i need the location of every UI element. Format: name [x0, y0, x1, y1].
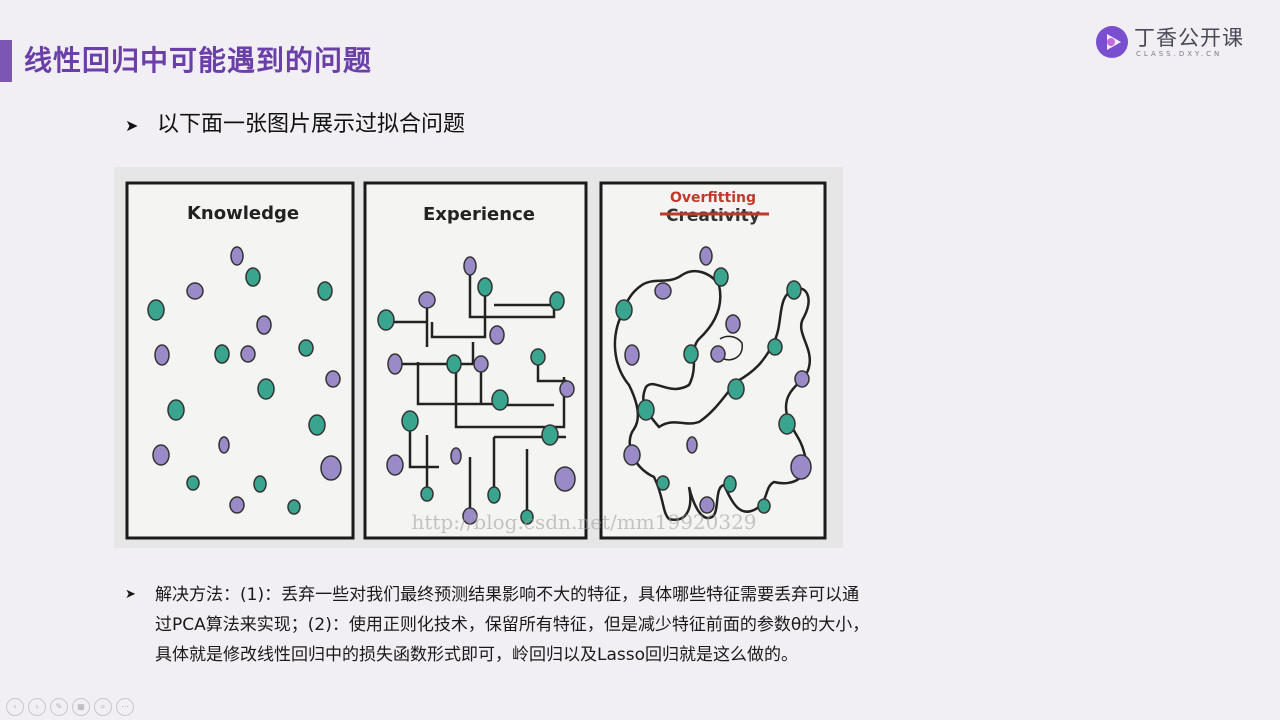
panel-knowledge-label: Knowledge	[187, 203, 299, 224]
slides-icon[interactable]: ▦	[72, 698, 90, 716]
knowledge-dots	[147, 246, 342, 515]
experience-dots	[377, 256, 576, 525]
slideshow-toolbar: ‹ › ✎ ▦ ⌕ ⋯	[6, 698, 134, 716]
prev-icon[interactable]: ‹	[6, 698, 24, 716]
arrow-bullet-icon: ➤	[125, 116, 139, 135]
csdn-watermark: http://blog.csdn.net/mm19920329	[411, 510, 756, 534]
bullet1-text: 以下面一张图片展示过拟合问题	[157, 112, 466, 137]
logo-play-icon	[1096, 26, 1128, 58]
overfit-cat-curve	[613, 269, 812, 522]
overfitting-illustration: Knowledge Experience	[114, 167, 843, 548]
logo-subtitle: CLASS.DXY.CN	[1136, 50, 1223, 58]
title-accent-bar	[0, 40, 12, 82]
solution-line-1: 解决方法：(1)：丢弃一些对我们最终预测结果影响不大的特征，具体哪些特征需要丢弃…	[155, 585, 860, 605]
panel-creativity-struck-label: Creativity	[666, 206, 760, 226]
bullet-solutions: ➤ 解决方法：(1)：丢弃一些对我们最终预测结果影响不大的特征，具体哪些特征需要…	[125, 580, 1045, 670]
slide-title: 线性回归中可能遇到的问题	[24, 44, 373, 77]
logo-name: 丁香公开课	[1134, 26, 1244, 50]
more-icon[interactable]: ⋯	[116, 698, 134, 716]
solution-line-2: 过PCA算法来实现；(2)：使用正则化技术，保留所有特征，但是减少特征前面的参数…	[155, 615, 870, 635]
logo: 丁香公开课 CLASS.DXY.CN	[1092, 22, 1262, 64]
arrow-bullet-icon: ➤	[125, 587, 136, 602]
panel-experience-label: Experience	[423, 204, 535, 225]
overfitting-dots	[615, 246, 812, 514]
solution-line-3: 具体就是修改线性回归中的损失函数形式即可，岭回归以及Lasso回归就是这么做的。	[155, 645, 799, 665]
next-icon[interactable]: ›	[28, 698, 46, 716]
pen-icon[interactable]: ✎	[50, 698, 68, 716]
zoom-icon[interactable]: ⌕	[94, 698, 112, 716]
panel-overfitting-label: Overfitting	[670, 190, 756, 206]
bullet-overfitting-intro: ➤ 以下面一张图片展示过拟合问题	[125, 106, 465, 138]
